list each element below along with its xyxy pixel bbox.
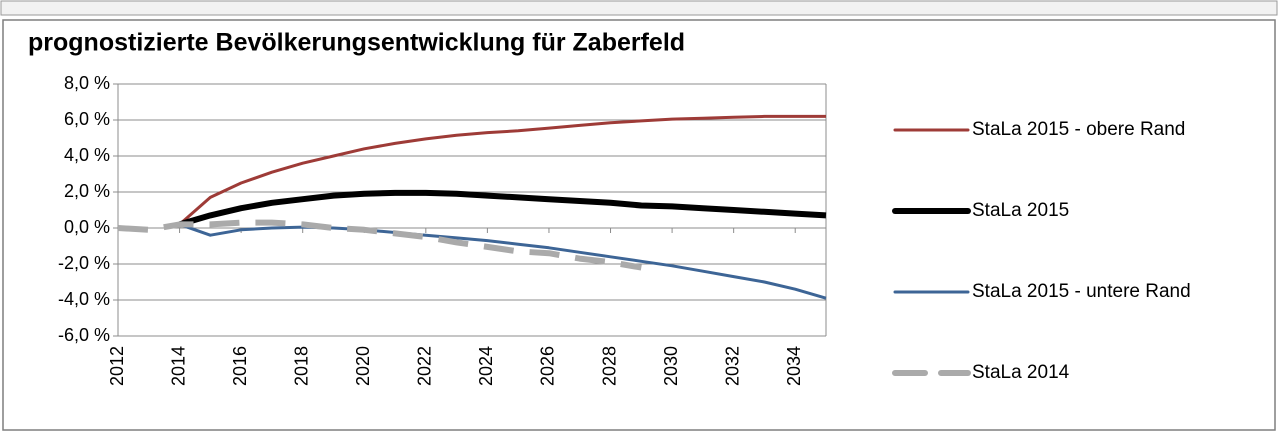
y-tick-label: 8,0 % [64, 73, 110, 93]
y-tick-label: 6,0 % [64, 109, 110, 129]
series-line [178, 189, 827, 228]
legend-label: StaLa 2014 [972, 362, 1070, 383]
x-tick-label: 2030 [661, 346, 681, 386]
legend-label: StaLa 2015 - obere Rand [972, 119, 1185, 140]
chart-frame [2, 19, 1276, 431]
x-tick-label: 2032 [722, 346, 742, 386]
legend-label: StaLa 2015 [972, 200, 1069, 221]
x-tick-label: 2026 [538, 346, 558, 386]
y-tick-label: 4,0 % [64, 145, 110, 165]
y-tick-label: 0,0 % [64, 217, 110, 237]
x-tick-label: 2028 [599, 346, 619, 386]
series-line [179, 222, 827, 300]
top-strip [0, 0, 1278, 16]
x-tick-label: 2012 [107, 346, 127, 386]
x-tick-label: 2014 [168, 346, 188, 386]
series-line [117, 219, 642, 271]
y-tick-label: -4,0 % [58, 289, 110, 309]
y-tick-label: -6,0 % [58, 325, 110, 345]
x-tick-label: 2016 [230, 346, 250, 386]
series-line [178, 114, 826, 226]
chart-title: prognostizierte Bevölkerungsentwicklung … [28, 29, 685, 57]
x-tick-label: 2022 [415, 346, 435, 386]
y-tick-label: -2,0 % [58, 253, 110, 273]
x-tick-label: 2024 [476, 346, 496, 386]
legend-label: StaLa 2015 - untere Rand [972, 281, 1191, 302]
x-tick-label: 2018 [291, 346, 311, 386]
x-tick-label: 2034 [784, 346, 804, 386]
x-tick-label: 2020 [353, 346, 373, 386]
y-tick-label: 2,0 % [64, 181, 110, 201]
